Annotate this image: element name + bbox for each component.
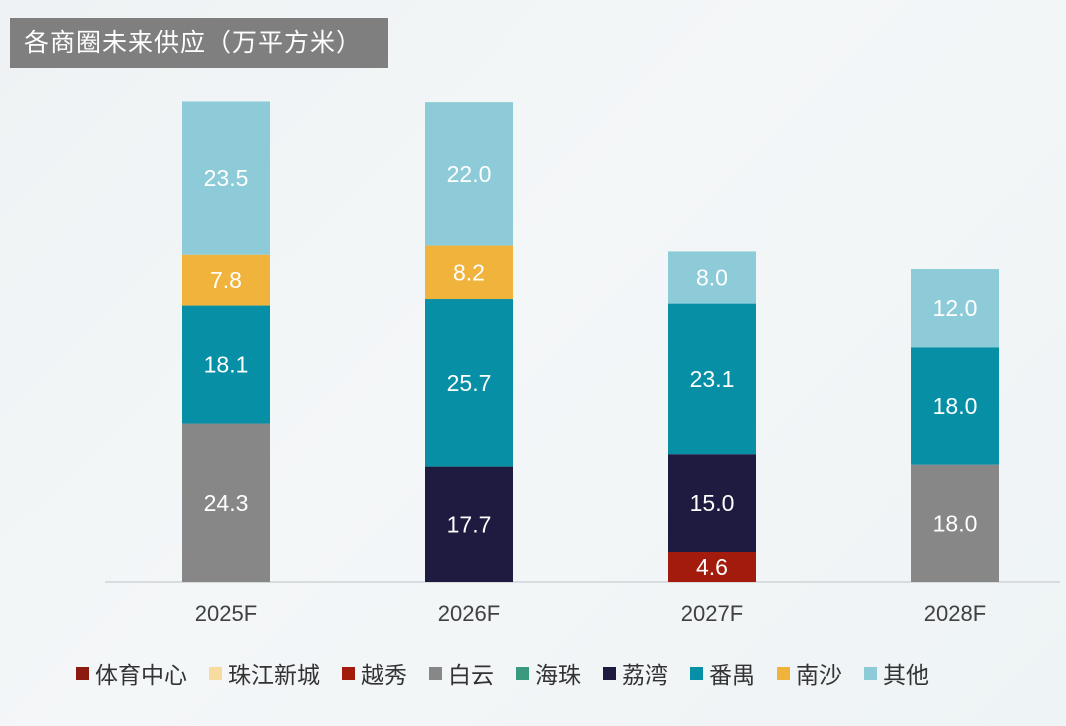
bar-segment xyxy=(182,101,270,255)
legend-swatch xyxy=(864,666,877,680)
data-label: 18.0 xyxy=(933,510,978,536)
legend-label: 珠江新城 xyxy=(228,663,320,689)
bar-segment xyxy=(182,423,270,582)
chart-legend: 体育中心 珠江新城 越秀 白云 海珠 荔湾 番禺 南沙 其他 xyxy=(76,656,951,690)
bar-segment xyxy=(668,251,756,304)
data-label: 15.0 xyxy=(690,490,735,516)
legend-label: 番禺 xyxy=(709,663,755,689)
x-tick-label: 2027F xyxy=(681,601,743,626)
bar-segment xyxy=(668,303,756,455)
legend-item: 越秀 xyxy=(342,656,407,690)
data-label: 22.0 xyxy=(447,161,492,187)
stacked-bar-chart: 24.3 18.1 7.8 23.5 2025F 17.7 25.7 8.2 22.0 2026F… xyxy=(105,101,1060,626)
bar-segment xyxy=(668,552,756,582)
legend-swatch xyxy=(516,666,529,680)
legend-label: 体育中心 xyxy=(95,663,187,689)
legend-item: 南沙 xyxy=(777,656,842,690)
bar-segment xyxy=(911,269,999,348)
bar-segment xyxy=(425,245,513,300)
legend-swatch xyxy=(429,666,442,680)
legend-swatch xyxy=(777,666,790,680)
data-label: 25.7 xyxy=(447,370,492,396)
data-label: 8.0 xyxy=(696,265,728,291)
x-tick-label: 2026F xyxy=(438,601,500,626)
chart-title: 各商圈未来供应（万平方米） xyxy=(10,18,388,68)
bar-segment xyxy=(911,464,999,582)
bar-segment xyxy=(425,299,513,467)
legend-swatch xyxy=(690,666,703,680)
x-tick-label: 2025F xyxy=(195,601,257,626)
data-label: 17.7 xyxy=(447,511,492,537)
bar-segment xyxy=(668,454,756,553)
legend-label: 海珠 xyxy=(535,663,581,689)
legend-label: 越秀 xyxy=(361,663,407,689)
legend-item: 其他 xyxy=(864,656,929,690)
legend-label: 其他 xyxy=(883,663,929,689)
data-label: 23.5 xyxy=(204,165,249,191)
bar-segment xyxy=(182,305,270,424)
bar-segment xyxy=(425,102,513,246)
bar-segment xyxy=(911,347,999,465)
data-label: 7.8 xyxy=(210,267,242,293)
legend-item: 荔湾 xyxy=(603,656,668,690)
x-tick-label: 2028F xyxy=(924,601,986,626)
legend-swatch xyxy=(209,666,222,680)
legend-label: 南沙 xyxy=(796,663,842,689)
data-label: 8.2 xyxy=(453,259,485,285)
data-label: 12.0 xyxy=(933,295,978,321)
legend-swatch xyxy=(76,666,89,680)
legend-item: 白云 xyxy=(429,656,494,690)
bar-segment xyxy=(182,254,270,306)
data-label: 4.6 xyxy=(696,554,728,580)
bar-segment xyxy=(425,466,513,582)
data-label: 23.1 xyxy=(690,366,735,392)
legend-item: 珠江新城 xyxy=(209,656,320,690)
legend-label: 荔湾 xyxy=(622,663,668,689)
legend-item: 体育中心 xyxy=(76,656,187,690)
data-label: 18.0 xyxy=(933,393,978,419)
data-label: 18.1 xyxy=(204,352,249,378)
legend-item: 番禺 xyxy=(690,656,755,690)
legend-swatch xyxy=(342,666,355,680)
data-label: 24.3 xyxy=(204,490,249,516)
legend-swatch xyxy=(603,666,616,680)
legend-label: 白云 xyxy=(448,663,494,689)
legend-item: 海珠 xyxy=(516,656,581,690)
